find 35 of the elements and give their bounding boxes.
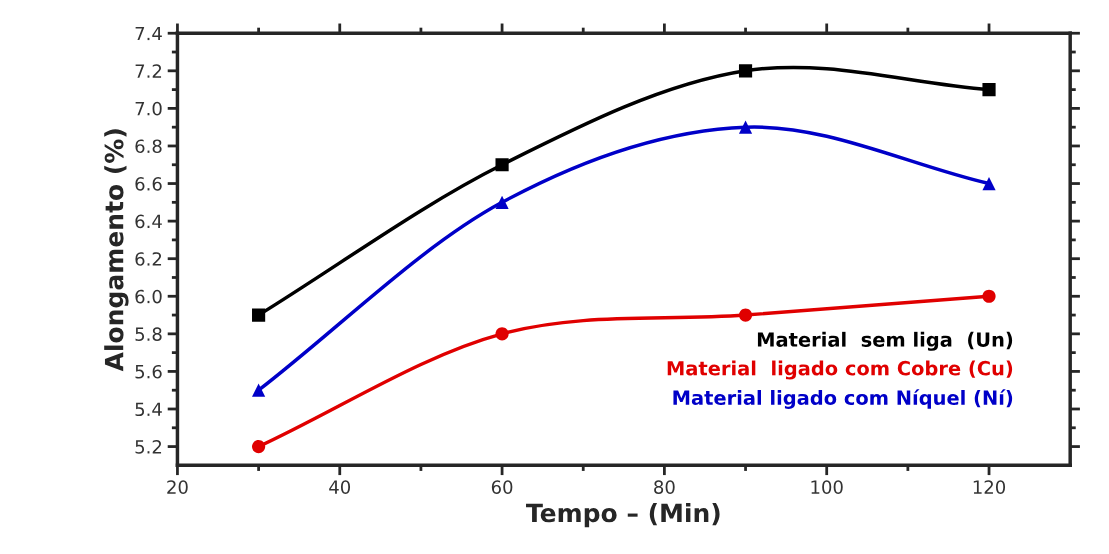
- y-tick-label: 6.8: [135, 139, 162, 154]
- y-tick-label: 7.4: [135, 26, 162, 41]
- y-tick-label: 6.0: [135, 289, 162, 304]
- point: [495, 158, 509, 172]
- x-tick-label: 40: [329, 480, 351, 494]
- y-tick-label: 7.2: [135, 64, 162, 78]
- point: [738, 308, 753, 322]
- y-tick-label: 5.6: [135, 364, 162, 379]
- point: [495, 327, 509, 341]
- x-tick-label: 80: [654, 480, 675, 494]
- point: [252, 439, 266, 454]
- y-tick-label: 5.8: [135, 327, 162, 341]
- y-tick-label: 5.4: [135, 402, 162, 417]
- y-tick-label: 6.4: [135, 214, 162, 229]
- text: Material ligado com Níquel (Ní): [673, 389, 1013, 409]
- y-tick-label: 5.2: [135, 440, 162, 454]
- y-axis-title: Alongamento (%): [104, 129, 129, 372]
- point: [982, 83, 996, 97]
- x-tick-label: 60: [491, 480, 513, 494]
- point: [982, 176, 996, 191]
- text: Material sem liga (Un): [757, 331, 1013, 351]
- y-tick-label: 6.6: [135, 177, 162, 191]
- point: [252, 308, 266, 322]
- text: Material ligado com Cobre (Cu): [667, 360, 1013, 380]
- point: [738, 120, 753, 134]
- point: [982, 289, 996, 303]
- point: [495, 195, 509, 209]
- x-tick-label: 100: [811, 480, 843, 494]
- x-axis-title: Tempo – (Min): [526, 502, 720, 528]
- y-tick-label: 6.2: [135, 252, 162, 266]
- x-tick-label: 20: [167, 480, 188, 494]
- y-tick-label: 7.0: [135, 101, 162, 116]
- point: [252, 383, 266, 397]
- point: [738, 64, 753, 78]
- x-tick-label: 120: [973, 480, 1006, 494]
